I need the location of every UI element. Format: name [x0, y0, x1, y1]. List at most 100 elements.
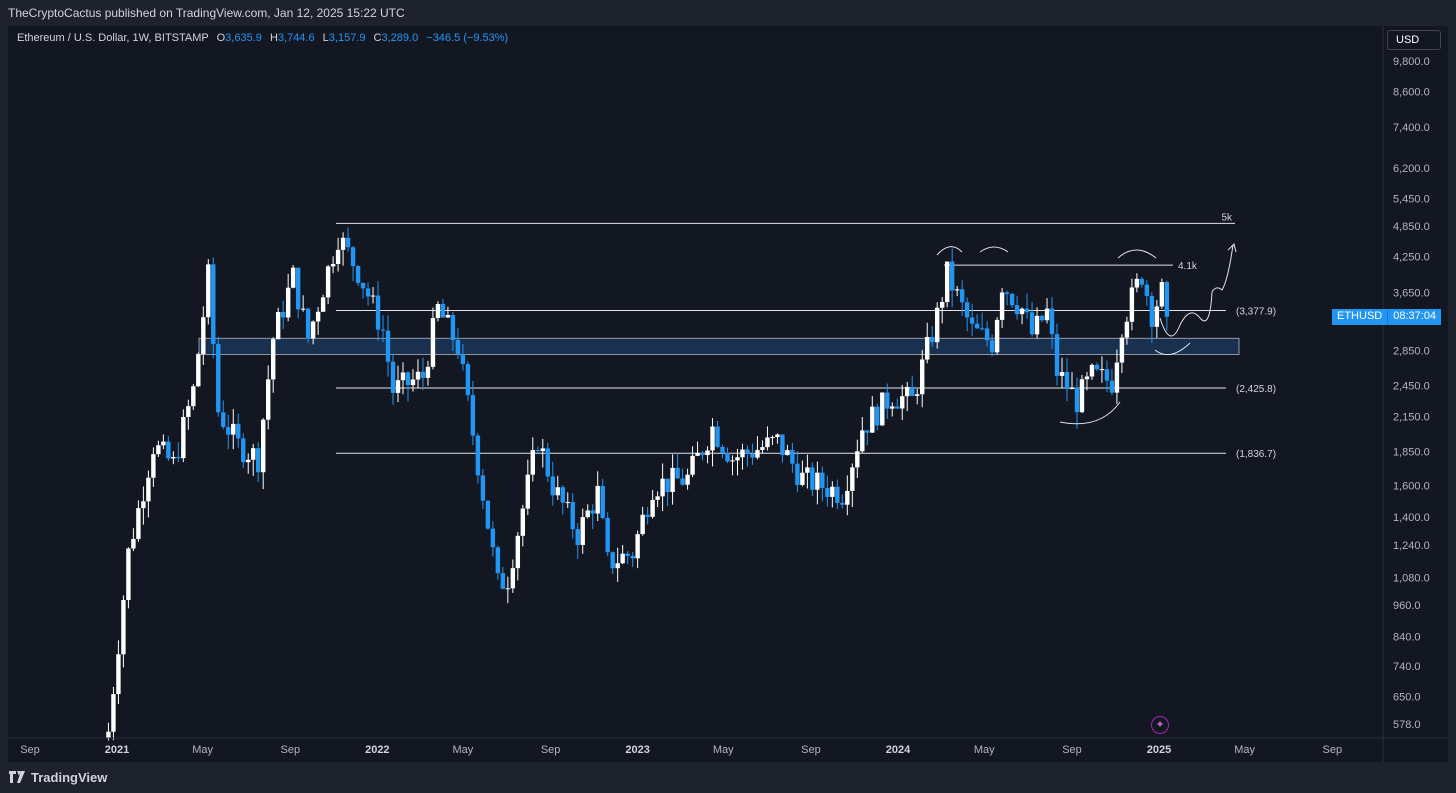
candle-body[interactable]	[760, 447, 765, 450]
candle-body[interactable]	[745, 449, 750, 454]
trendline-drawing[interactable]	[1117, 249, 1157, 259]
candle-body[interactable]	[875, 406, 880, 426]
candle-body[interactable]	[690, 455, 695, 475]
candle-body[interactable]	[575, 529, 580, 545]
candle-body[interactable]	[310, 321, 316, 339]
candle-body[interactable]	[390, 361, 396, 393]
trendline-drawing[interactable]	[936, 246, 963, 256]
candle-body[interactable]	[460, 353, 466, 365]
candle-body[interactable]	[900, 396, 905, 409]
candle-body[interactable]	[151, 454, 156, 478]
candle-body[interactable]	[895, 406, 900, 409]
candle-body[interactable]	[380, 329, 386, 331]
candle-body[interactable]	[226, 427, 231, 435]
candle-body[interactable]	[375, 295, 381, 330]
candle-body[interactable]	[295, 267, 301, 310]
candle-body[interactable]	[1024, 308, 1030, 313]
candle-body[interactable]	[570, 502, 575, 530]
candle-body[interactable]	[365, 288, 371, 297]
candle-body[interactable]	[765, 437, 770, 448]
candle-body[interactable]	[270, 339, 276, 380]
candle-body[interactable]	[815, 472, 820, 490]
candle-body[interactable]	[790, 450, 795, 464]
candle-body[interactable]	[615, 563, 620, 569]
candle-body[interactable]	[805, 467, 810, 473]
currency-selector[interactable]: USD	[1387, 30, 1441, 50]
candle-body[interactable]	[530, 450, 536, 475]
candle-body[interactable]	[256, 448, 261, 473]
candle-body[interactable]	[735, 457, 740, 461]
candle-body[interactable]	[810, 467, 815, 490]
candle-body[interactable]	[545, 448, 550, 477]
candle-body[interactable]	[1134, 278, 1140, 288]
candle-body[interactable]	[455, 340, 461, 354]
candle-body[interactable]	[116, 654, 121, 695]
candle-body[interactable]	[855, 451, 860, 468]
candle-body[interactable]	[1104, 369, 1110, 381]
candle-body[interactable]	[330, 263, 336, 267]
candle-body[interactable]	[695, 452, 700, 456]
candle-body[interactable]	[645, 514, 650, 517]
candle-body[interactable]	[915, 394, 920, 396]
candle-body[interactable]	[191, 386, 196, 407]
candle-body[interactable]	[176, 456, 181, 459]
candle-body[interactable]	[1044, 308, 1050, 321]
candle-body[interactable]	[685, 474, 690, 485]
candle-body[interactable]	[1039, 315, 1045, 321]
candle-body[interactable]	[236, 423, 241, 439]
candle-body[interactable]	[785, 450, 790, 456]
candle-body[interactable]	[775, 434, 780, 438]
candle-body[interactable]	[830, 486, 835, 497]
candle-body[interactable]	[440, 304, 446, 318]
candle-body[interactable]	[890, 406, 895, 409]
candle-body[interactable]	[1139, 278, 1145, 285]
candle-body[interactable]	[241, 438, 246, 463]
candle-body[interactable]	[1114, 362, 1120, 393]
candle-body[interactable]	[1049, 308, 1055, 335]
candle-body[interactable]	[870, 406, 875, 433]
candle-body[interactable]	[954, 289, 960, 291]
candle-body[interactable]	[470, 395, 476, 436]
candle-body[interactable]	[350, 247, 356, 267]
candle-body[interactable]	[340, 237, 346, 250]
candle-body[interactable]	[860, 430, 865, 452]
candle-body[interactable]	[1164, 282, 1170, 317]
candle-body[interactable]	[196, 354, 201, 387]
candle-body[interactable]	[949, 261, 955, 291]
candle-body[interactable]	[420, 371, 426, 378]
candle-body[interactable]	[1144, 284, 1150, 297]
candle-body[interactable]	[1059, 371, 1065, 376]
candle-body[interactable]	[1099, 369, 1105, 371]
candle-body[interactable]	[126, 548, 131, 601]
candle-body[interactable]	[1034, 315, 1040, 335]
candle-body[interactable]	[1094, 364, 1100, 370]
candle-body[interactable]	[430, 318, 436, 367]
candle-body[interactable]	[905, 386, 910, 397]
candle-body[interactable]	[595, 485, 600, 514]
candle-body[interactable]	[989, 340, 995, 353]
candle-body[interactable]	[495, 547, 501, 574]
candle-body[interactable]	[630, 555, 635, 559]
candle-body[interactable]	[715, 426, 720, 447]
candle-body[interactable]	[186, 406, 191, 417]
candle-body[interactable]	[141, 501, 146, 509]
candle-body[interactable]	[825, 488, 830, 497]
candle-body[interactable]	[510, 568, 516, 589]
candle-body[interactable]	[405, 372, 411, 386]
candle-body[interactable]	[635, 534, 640, 559]
candle-body[interactable]	[505, 588, 511, 590]
candle-body[interactable]	[670, 467, 675, 492]
candle-body[interactable]	[780, 434, 785, 456]
candle-body[interactable]	[1149, 296, 1155, 327]
candle-body[interactable]	[720, 446, 725, 453]
candle-body[interactable]	[740, 449, 745, 458]
candle-body[interactable]	[385, 330, 391, 362]
candle-body[interactable]	[885, 392, 890, 409]
candle-body[interactable]	[211, 264, 216, 344]
candle-body[interactable]	[625, 553, 630, 556]
trendline-drawing[interactable]	[1154, 342, 1191, 356]
candle-body[interactable]	[880, 392, 885, 426]
candle-body[interactable]	[850, 467, 855, 491]
candle-body[interactable]	[315, 311, 321, 322]
candle-body[interactable]	[865, 430, 870, 433]
